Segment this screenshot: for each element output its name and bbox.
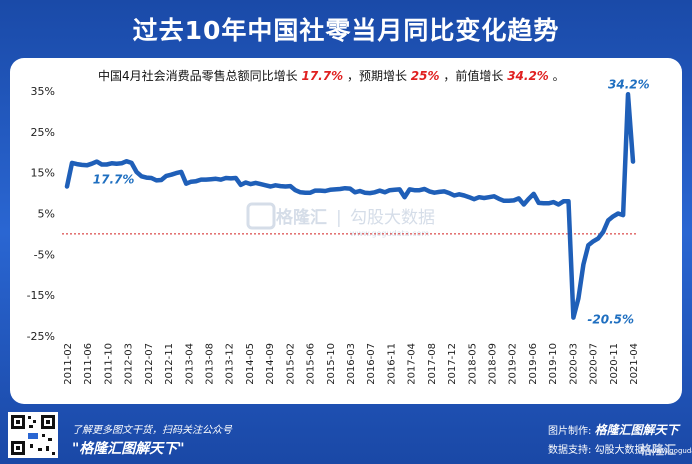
corner-logo: 格隆汇 [640,443,677,457]
x-tick-label: 2017-04 [407,343,418,385]
x-tick-label: 2019-06 [528,343,539,385]
x-tick-label: 2015-10 [326,343,337,385]
x-tick-label: 2020-07 [589,343,600,385]
x-tick-label: 2011-06 [83,343,94,385]
x-tick-label: 2018-05 [467,343,478,385]
x-tick-label: 2012-11 [164,343,175,385]
subtitle-previous: 34.2% [507,69,549,83]
x-tick-label: 2011-02 [63,343,74,385]
x-tick-label: 2019-10 [548,343,559,385]
watermark-logo-icon [246,202,276,230]
x-tick-label: 2014-05 [245,343,256,385]
x-tick-label: 2017-08 [427,343,438,385]
x-tick-label: 2017-12 [447,343,458,385]
x-tick-label: 2018-09 [488,343,499,385]
x-tick-label: 2015-06 [306,343,317,385]
y-tick-label: -25% [27,330,55,343]
watermark-url: www.gogudata.com [350,229,429,238]
annotation-trough: -20.5% [587,313,634,327]
x-tick-label: 2012-07 [144,343,155,385]
watermark: 格隆汇 | 勾股大数据 www.gogudata.com [246,202,435,238]
credit-brand: 格隆汇图解天下 [594,423,679,437]
x-tick-label: 2016-07 [366,343,377,385]
x-tick-label: 2016-03 [346,343,357,385]
x-tick-label: 2012-03 [124,343,135,385]
subtitle-suffix: 。 [553,69,565,83]
x-tick-label: 2016-11 [386,343,397,385]
subtitle-mid1: ，预期增长 [347,69,407,83]
qr-code-icon[interactable] [8,412,58,458]
subtitle-mid2: ，前值增长 [443,68,503,83]
y-tick-label: 35% [31,85,55,98]
x-tick-label: 2011-10 [103,343,114,385]
footer-brand-slogan: "格隆汇图解天下" [72,441,185,457]
subtitle-prefix: 中国4月社会消费品零售总额同比增长 [98,68,298,83]
x-tick-label: 2015-02 [285,343,296,385]
annotation-peak: 34.2% [608,77,650,91]
chart-title: 过去10年中国社零当月同比变化趋势 [132,16,560,45]
x-tick-label: 2014-09 [265,343,276,385]
watermark-separator: | [336,208,342,228]
series-line [64,92,636,320]
x-tick-label: 2021-04 [629,343,640,385]
watermark-gogudata: 勾股大数据 [350,208,435,228]
annotation-latest: 17.7% [93,173,135,187]
y-tick-label: 25% [31,126,55,139]
source-brand: 勾股大数据 [594,445,645,456]
chart-subtitle: 中国4月社会消费品零售总额同比增长 17.7% ，预期增长 25% ，前值增长 … [98,68,565,83]
y-tick-label: -5% [34,248,55,261]
y-tick-label: 5% [38,208,55,221]
watermark-brand: 格隆汇 [276,207,327,228]
x-tick-label: 2013-08 [205,343,216,385]
x-tick-label: 2020-11 [609,343,620,385]
y-tick-label: 15% [31,167,55,180]
footer-credit: 图片制作: 格隆汇图解天下 [548,421,679,438]
subtitle-actual: 17.7% [301,69,343,83]
footer-slogan: 了解更多图文干货，扫码关注公众号 [72,425,232,436]
source-label: 数据支持: [548,445,592,456]
credit-label: 图片制作: [548,426,592,437]
y-tick-label: -15% [27,289,55,302]
source-url: (www.gogudata.com) [647,447,692,455]
x-tick-label: 2013-04 [184,343,195,385]
subtitle-expected: 25% [411,69,440,83]
header: 过去10年中国社零当月同比变化趋势 [0,0,692,58]
x-tick-label: 2013-12 [225,343,236,385]
x-tick-label: 2019-02 [508,343,519,385]
x-tick-label: 2020-03 [568,343,579,385]
footer-source: 数据支持: 勾股大数据 (www.gogudata.com) [548,441,692,456]
